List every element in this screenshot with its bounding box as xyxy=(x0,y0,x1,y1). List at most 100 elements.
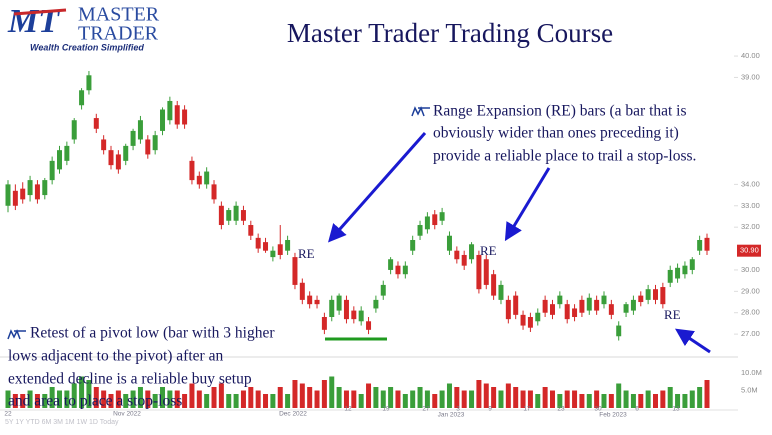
volume-bar xyxy=(64,390,70,408)
x-tick-label: 6 xyxy=(635,406,639,413)
bullet-icon xyxy=(7,329,26,340)
candle-body xyxy=(160,109,166,131)
candle-body xyxy=(277,244,283,255)
candle-body xyxy=(292,257,298,285)
candle-body xyxy=(402,265,408,275)
candle-body xyxy=(594,299,600,311)
candle-body xyxy=(667,269,673,283)
candle-body xyxy=(630,299,636,311)
candle-body xyxy=(380,284,386,296)
candle-body xyxy=(329,299,335,318)
candle-body xyxy=(623,304,629,313)
volume-bar xyxy=(689,390,695,408)
candle-body xyxy=(491,274,497,296)
volume-bar xyxy=(373,387,379,408)
volume-bar xyxy=(189,383,195,408)
candle-body xyxy=(608,304,614,315)
volume-bar xyxy=(439,390,445,408)
candle-body xyxy=(358,310,364,322)
volume-bar xyxy=(115,390,121,408)
candle-body xyxy=(461,254,467,266)
volume-bar xyxy=(93,387,99,408)
candle-body xyxy=(432,214,438,226)
volume-bar xyxy=(329,376,335,408)
volume-bar xyxy=(34,394,40,408)
candle-body xyxy=(115,154,121,170)
candle-body xyxy=(469,244,475,260)
candle-body xyxy=(557,295,563,305)
candle-body xyxy=(505,299,511,320)
candle-body xyxy=(395,265,401,275)
x-tick-label: 27 xyxy=(422,406,430,413)
candle-body xyxy=(535,312,541,322)
x-tick-label: 13 xyxy=(672,406,680,413)
volume-bar xyxy=(616,383,622,408)
volume-bar xyxy=(520,390,526,408)
volume-bar xyxy=(79,376,85,408)
volume-bar xyxy=(123,394,129,408)
candle-body xyxy=(638,295,644,303)
volume-bar xyxy=(579,394,585,408)
volume-bar xyxy=(704,380,710,408)
candle-body xyxy=(145,139,151,155)
candle-body xyxy=(196,175,202,185)
candle-body xyxy=(645,289,651,300)
volume-tick-label: 5.0M xyxy=(741,385,758,394)
re-label: RE xyxy=(664,307,681,322)
x-tick-label: 23 xyxy=(557,406,565,413)
candle-body xyxy=(285,239,291,251)
volume-bar xyxy=(137,387,143,408)
volume-bar xyxy=(645,390,651,408)
x-tick-label: 9 xyxy=(488,406,492,413)
candle-body xyxy=(49,160,55,181)
candle-body xyxy=(675,267,681,279)
candle-body xyxy=(542,299,548,313)
candle-body xyxy=(130,130,136,146)
volume-bar xyxy=(483,383,489,408)
volume-bar xyxy=(601,394,607,408)
candle-body xyxy=(93,118,99,129)
candle-body xyxy=(513,295,519,315)
candle-body xyxy=(5,184,11,206)
candle-body xyxy=(572,308,578,318)
volume-bar xyxy=(564,390,570,408)
candle-body xyxy=(652,289,658,300)
volume-bar xyxy=(388,387,394,408)
tagline: Wealth Creation Simplified xyxy=(30,42,144,52)
candle-body xyxy=(564,304,570,320)
volume-bar xyxy=(240,390,246,408)
volume-bar xyxy=(542,387,548,408)
candle-body xyxy=(270,250,276,258)
candle-body xyxy=(108,150,114,166)
volume-bar xyxy=(557,394,563,408)
candle-body xyxy=(439,212,445,221)
candle-body xyxy=(79,90,85,106)
candle-body xyxy=(240,210,246,221)
arrow xyxy=(328,132,427,243)
candle-body xyxy=(20,188,26,200)
candle-body xyxy=(579,299,585,313)
volume-bar xyxy=(233,394,239,408)
candle-body xyxy=(388,259,394,270)
volume-bar xyxy=(182,394,188,408)
annotation-line: lows adjacent to the pivot) after an xyxy=(8,348,223,365)
candle-body xyxy=(446,235,452,251)
x-tick-label: 3 xyxy=(456,406,460,413)
volume-bar xyxy=(204,394,210,408)
x-tick-label: 19 xyxy=(382,406,390,413)
candle-body xyxy=(218,205,224,226)
candle-body xyxy=(299,282,305,300)
y-tick-label: 28.00 xyxy=(741,308,760,317)
plot: 40.00 39.00 34.00 33.00 32.00 30.00 29.00 28.00… xyxy=(4,51,761,419)
candle-body xyxy=(410,239,416,251)
candle-body xyxy=(351,310,357,320)
x-tick-label: Dec 2022 xyxy=(279,411,307,418)
candle-body xyxy=(233,205,239,221)
candle-body xyxy=(476,254,482,290)
candle-body xyxy=(307,295,313,305)
x-tick-label: 22 xyxy=(4,411,12,418)
volume-bar xyxy=(196,390,202,408)
candle-body xyxy=(42,180,48,196)
last-price-label: 30.90 xyxy=(740,246,759,255)
y-tick-label: 40.00 xyxy=(741,51,760,60)
